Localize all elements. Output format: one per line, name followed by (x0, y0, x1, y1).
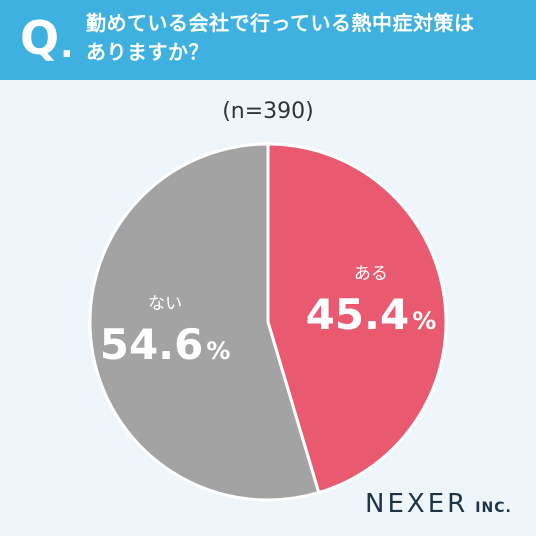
pie-slice-0 (266, 142, 448, 495)
nexer-logo: NEXER INC. (365, 489, 512, 519)
question-text: 勤めている会社で行っている熱中症対策は ありますか？ (86, 9, 526, 67)
sample-size: (n=390) (222, 99, 314, 124)
slice-category-label-0: ある (354, 264, 388, 284)
question-line-1: 勤めている会社で行っている熱中症対策は (86, 11, 475, 35)
logo-wordmark: NEXER (365, 489, 469, 519)
pie-labels: ある 45.4 % ない 54.6% (100, 264, 437, 369)
pie-slices (88, 142, 448, 502)
logo-suffix: INC. (475, 500, 512, 516)
question-line-2: ありますか？ (86, 40, 209, 64)
question-header: Q . 勤めている会社で行っている熱中症対策は ありますか？ (0, 0, 536, 80)
q-mark: Q (20, 11, 60, 65)
slice-value-label-0: 45.4% (306, 290, 437, 339)
slice-value-label-1: 54.6% (100, 320, 231, 369)
q-dot: . (60, 25, 74, 66)
slice-category-label-1: ない (148, 294, 182, 314)
pie-slice-1 (88, 142, 321, 502)
